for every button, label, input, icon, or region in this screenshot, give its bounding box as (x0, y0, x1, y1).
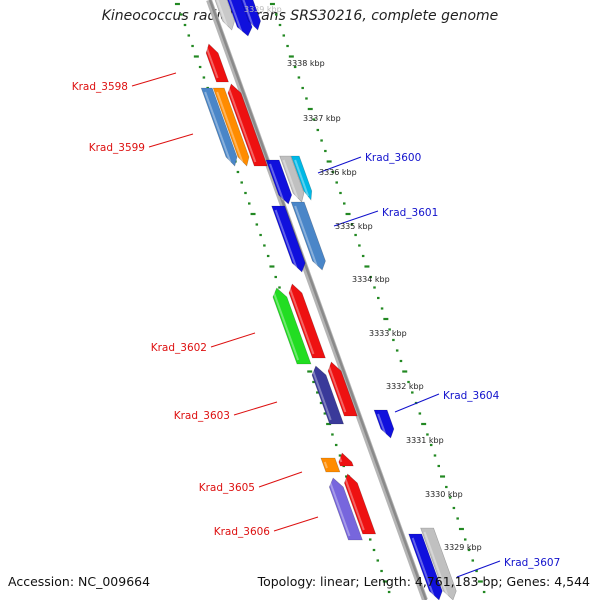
gene-arrow[interactable] (205, 43, 229, 83)
gene-arrow-highlight (282, 159, 299, 199)
gene-arrow-highlight (205, 47, 219, 79)
gene-leader-line (394, 393, 440, 413)
gene-arrow[interactable] (288, 283, 326, 359)
gene-arrow[interactable] (227, 83, 268, 167)
gene-arrow[interactable] (290, 155, 313, 201)
page-title: Kineococcus radiotolerans SRS30216, comp… (101, 8, 499, 24)
backbone-core (208, 0, 428, 600)
gene-arrow-highlight (423, 531, 449, 597)
gene-arrow-highlight (294, 159, 310, 197)
gene-leader-line (210, 332, 256, 348)
position-label: 3338 kbp (287, 59, 325, 68)
tick-marks-right (269, 2, 486, 594)
gene-label[interactable]: Krad_3604 (443, 390, 500, 402)
gene-leader-line (333, 210, 379, 227)
gene-arrow[interactable] (290, 201, 326, 271)
gene-leader-line (317, 156, 362, 174)
gene-arrow-highlight (377, 413, 387, 435)
gene-arrow-highlight (344, 477, 365, 531)
gene-arrow[interactable] (327, 361, 358, 417)
gene-label[interactable]: Krad_3601 (382, 207, 438, 219)
gene-label[interactable]: Krad_3606 (214, 526, 271, 538)
gene-leader-line (273, 516, 319, 532)
gene-leader-line (456, 560, 501, 578)
position-label: 3329 kbp (444, 543, 482, 552)
gene-arrow[interactable] (272, 287, 312, 365)
position-label: 3337 kbp (303, 114, 341, 123)
position-label: 3336 kbp (319, 168, 357, 177)
gene-label[interactable]: Krad_3599 (89, 142, 145, 154)
gene-leader-line (148, 133, 194, 148)
gene-label[interactable]: Krad_3603 (174, 410, 230, 422)
gene-arrow[interactable] (200, 87, 238, 167)
gene-arrow-highlight (216, 91, 244, 163)
gene-arrow[interactable] (239, 0, 261, 31)
gene-arrow[interactable] (344, 473, 377, 535)
gene-arrow[interactable] (271, 205, 306, 273)
gene-arrow-highlight (411, 537, 435, 597)
gene-arrow-highlight (274, 209, 298, 269)
position-label: 3330 kbp (425, 490, 463, 499)
gene-leader-line (131, 72, 177, 87)
gene-label[interactable]: Krad_3602 (151, 342, 207, 354)
gene-arrow-highlight (228, 0, 243, 33)
gene-labels: Krad_3598 Krad_3599 Krad_3600 Krad_3601 Krad… (72, 72, 560, 578)
gene-arrow-highlight (272, 291, 300, 361)
gene-label[interactable]: Krad_3605 (199, 482, 255, 494)
gene-arrow[interactable] (311, 365, 345, 425)
gene-arrow[interactable] (338, 452, 354, 467)
position-label: 3334 kbp (352, 275, 390, 284)
gene-arrow-highlight (269, 163, 284, 201)
gene-arrow[interactable] (420, 527, 457, 600)
gene-arrow-highlight (329, 481, 351, 537)
position-label: 3333 kbp (369, 329, 407, 338)
gene-label[interactable]: Krad_3600 (365, 152, 421, 164)
gene-label[interactable]: Krad_3598 (72, 81, 128, 93)
position-label: 3332 kbp (386, 382, 424, 391)
gene-arrow-highlight (294, 205, 318, 267)
gene-arrow[interactable] (265, 159, 293, 205)
gene-arrow[interactable] (224, 0, 253, 37)
gene-arrow-highlight (227, 87, 257, 163)
gene-arrow[interactable] (320, 457, 341, 473)
gene-arrow-highlight (288, 287, 315, 355)
gene-leader-line (258, 471, 303, 488)
position-label: 3335 kbp (335, 222, 373, 231)
gene-arrow[interactable] (213, 0, 235, 31)
gene-arrow-highlight (338, 456, 343, 463)
gene-arrow-highlight (242, 0, 254, 27)
gene-arrow-highlight (216, 0, 228, 27)
gene-features (200, 0, 457, 600)
gene-label[interactable]: Krad_3607 (504, 557, 560, 569)
chromosome-backbone (206, 0, 428, 600)
gene-arrow-highlight (323, 461, 328, 469)
gene-arrow[interactable] (408, 533, 443, 600)
position-labels: 3339 kbp 3338 kbp 3337 kbp 3336 kbp 3335 kbp… (244, 5, 482, 552)
gene-arrow[interactable] (373, 409, 395, 439)
accession-label: Accession: NC_009664 (8, 574, 151, 589)
gene-arrow[interactable] (212, 87, 250, 167)
position-label: 3339 kbp (244, 5, 282, 14)
gene-arrow[interactable] (279, 155, 305, 203)
gene-arrow-highlight (311, 369, 332, 421)
gene-arrow-highlight (204, 91, 232, 163)
gene-arrow[interactable] (328, 477, 363, 541)
gene-arrow-highlight (327, 365, 347, 413)
gene-leader-line (233, 401, 278, 416)
topology-label: Topology: linear; Length: 4,761,183 bp; … (257, 574, 590, 589)
position-label: 3331 kbp (406, 436, 444, 445)
